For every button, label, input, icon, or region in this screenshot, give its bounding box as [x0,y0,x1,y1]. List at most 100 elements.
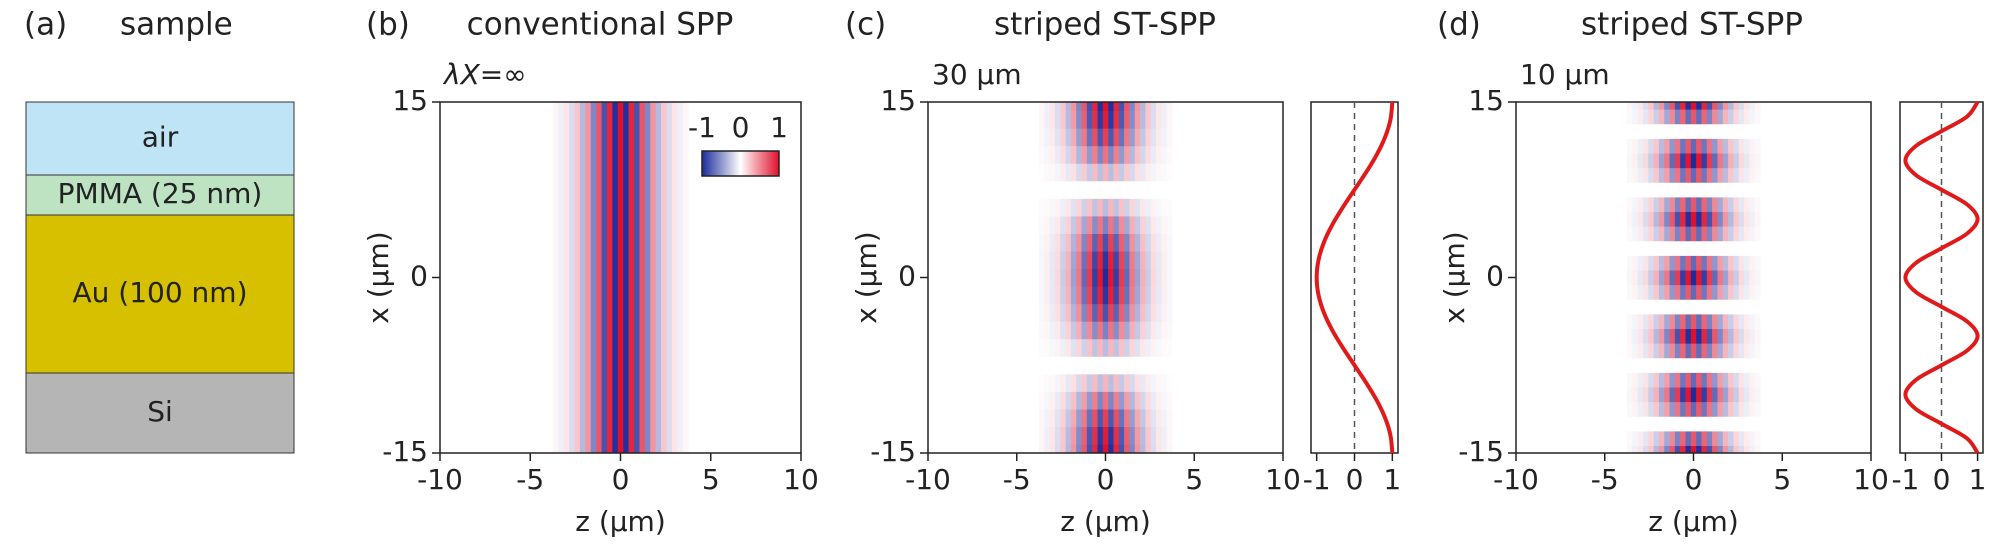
heat-cell [1097,110,1104,129]
heat-cell [1124,268,1130,287]
heat-cell [1054,286,1061,305]
heat-column [563,102,570,453]
heat-cell [1712,299,1718,315]
x-tick-label: -10 [1493,463,1539,496]
heat-cell [1124,128,1130,147]
heat-cell [1134,198,1141,217]
heat-cell [1049,233,1056,252]
heat-cell [1690,270,1697,286]
heat-cell [1038,303,1045,322]
heat-cell [1642,153,1649,169]
heat-cell [1637,102,1644,110]
heat-cell [1102,321,1109,340]
heat-cell [1044,233,1050,252]
heat-cell [1632,416,1638,432]
heat-cell [1696,445,1702,453]
heat-cell [1081,303,1088,322]
heat-cell [1637,328,1644,344]
heat-cell [1065,145,1072,164]
heat-cell [1664,102,1670,110]
heat-cell [1685,314,1692,329]
heat-cell [1690,314,1697,329]
heat-cell [1680,255,1686,271]
heat-cell [1070,180,1077,199]
heat-cell [1038,233,1045,252]
heat-cell [1156,180,1162,199]
heat-cell [1696,314,1702,329]
heat-cell [1637,357,1644,373]
heat-cell [1733,182,1740,198]
heat-cell [1658,372,1665,388]
heat-cell [1754,270,1761,286]
heat-cell [1113,102,1120,112]
heat-cell [1749,153,1756,169]
heat-cell [1733,387,1740,403]
heat-cell [1685,182,1692,198]
heat-cell [1658,123,1665,139]
heat-cell [1690,284,1697,300]
heat-cell [1124,110,1130,129]
heat-cell [1728,314,1734,329]
heat-cell [1097,268,1104,287]
heat-cell [1081,128,1088,147]
heat-cell [1150,102,1157,112]
heat-cell [1118,426,1125,445]
heat-cell [1744,240,1750,256]
heat-cell [1626,416,1633,432]
heat-cell [1044,145,1050,164]
heat-cell [1674,431,1681,446]
x-tick-label: -5 [1591,463,1619,496]
heat-cell [1717,153,1724,169]
heat-cell [1140,233,1146,252]
layer-label: Au (100 nm) [72,276,247,309]
heat-cell [1166,180,1173,199]
heat-cell [1150,356,1157,375]
heat-cell [1065,444,1072,453]
heat-cell [1108,286,1114,305]
heat-cell [1722,357,1729,373]
heat-cell [1081,198,1088,217]
heat-cell [1637,182,1644,198]
heat-cell [1637,211,1644,227]
heat-cell [1092,391,1098,410]
heat-cell [1674,153,1681,169]
heat-cell [1097,128,1104,147]
heat-cell [1744,357,1750,373]
heat-cell [1161,102,1168,112]
heat-cell [1706,445,1713,453]
heat-cell [1124,102,1130,112]
heat-cell [1669,109,1676,125]
heat-cell [1150,163,1157,182]
heat-cell [1717,314,1724,329]
heat-cell [1044,128,1050,147]
heat-column [617,102,624,453]
heat-cell [1140,102,1146,112]
heat-cell [1108,128,1114,147]
heat-cell [1044,268,1050,287]
heat-cell [1049,180,1056,199]
heat-cell [1129,321,1136,340]
heat-cell [1749,387,1756,403]
heat-cell [1044,286,1050,305]
heat-cell [1653,153,1660,169]
heat-cell [1685,299,1692,315]
heat-cell [1669,123,1676,139]
heat-cell [1744,416,1750,432]
heat-cell [1658,211,1665,227]
heat-cell [1637,284,1644,300]
heat-cell [1150,268,1157,287]
heat-cell [1161,338,1168,357]
heat-cell [1140,110,1146,129]
heat-cell [1113,426,1120,445]
heat-cell [1038,409,1045,427]
heat-cell [1070,128,1077,147]
heat-cell [1690,240,1697,256]
heat-cell [1161,426,1168,445]
heat-cell [1156,128,1162,147]
heat-cell [1070,426,1077,445]
heat-cell [1166,163,1173,182]
heat-cell [1680,240,1686,256]
heat-cell [1108,216,1114,234]
heat-cell [1648,167,1654,183]
heat-cell [1749,445,1756,453]
